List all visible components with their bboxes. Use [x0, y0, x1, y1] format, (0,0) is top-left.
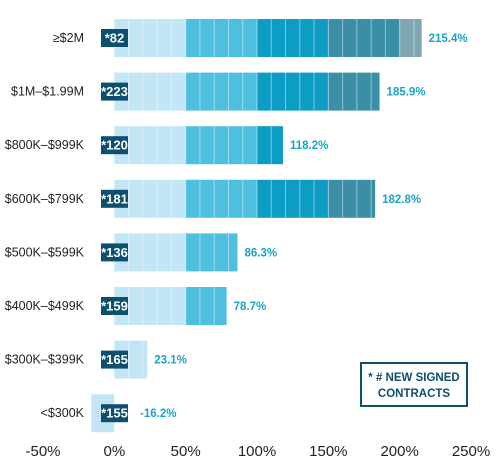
count-label: *223: [101, 84, 128, 99]
count-badge: [101, 29, 128, 47]
x-tick-label: 250%: [452, 443, 490, 460]
bar-segment: [257, 72, 329, 111]
bar-segment: [257, 126, 283, 165]
legend: * # NEW SIGNED CONTRACTS: [360, 362, 468, 407]
bar-segment: [328, 179, 376, 218]
bar-segment: [185, 179, 257, 218]
x-tick-label: 200%: [380, 443, 418, 460]
value-label: 78.7%: [234, 301, 267, 313]
x-tick-label: -50%: [25, 443, 60, 460]
bar-segment: [185, 233, 238, 272]
category-label: $500K–$599K: [5, 245, 85, 259]
count-label: *82: [105, 31, 125, 46]
value-label: 182.8%: [382, 194, 421, 206]
x-tick-label: 50%: [171, 443, 201, 460]
count-badge: [101, 189, 128, 208]
count-label: *159: [101, 299, 128, 314]
value-label: 118.2%: [290, 140, 328, 152]
category-label: $1M–$1.99M: [11, 85, 84, 99]
count-badge: [101, 243, 128, 262]
category-labels: ≥$2M $1M–$1.99M $800K–$999K $600K–$799K $500…: [5, 31, 85, 420]
count-badge: [101, 350, 128, 369]
count-label: *155: [101, 406, 128, 421]
category-label: $800K–$999K: [5, 138, 85, 152]
legend-box: [360, 362, 468, 407]
value-label: 23.1%: [154, 355, 187, 367]
category-label: $300K–$399K: [5, 353, 85, 367]
legend-line1: * # NEW SIGNED: [368, 372, 459, 384]
bar-segment: [185, 19, 257, 57]
category-label: ≥$2M: [53, 31, 84, 45]
x-tick-label: 0%: [103, 443, 125, 460]
count-badge: [101, 297, 128, 315]
value-label: -16.2%: [140, 408, 176, 420]
bar-segment: [399, 19, 422, 57]
bar-segment: [185, 287, 227, 325]
x-tick-label: 150%: [309, 443, 347, 460]
bar-segment: [185, 72, 257, 111]
legend-line2: CONTRACTS: [378, 388, 451, 400]
x-tick-label: 100%: [238, 443, 276, 460]
value-labels: 215.4% 185.9% 118.2% 182.8% 86.3% 78.7% 23.1% -…: [140, 33, 468, 420]
count-label: *136: [101, 245, 128, 260]
value-label: 215.4%: [429, 33, 468, 45]
count-label: *165: [101, 352, 128, 367]
bar-segment: [328, 72, 380, 111]
value-label: 185.9%: [387, 87, 426, 99]
count-label: *120: [101, 138, 128, 153]
value-label: 86.3%: [244, 247, 277, 259]
count-badge: [101, 136, 128, 155]
bar-segment: [328, 19, 400, 57]
category-label: <$300K: [41, 406, 85, 420]
count-badge: [101, 82, 128, 101]
count-badge: [101, 404, 128, 423]
count-badges: *82 *223 *120 *181 *136 *159 *165 *155: [101, 29, 128, 423]
count-label: *181: [101, 191, 128, 206]
bar-segment: [257, 19, 329, 57]
x-axis-ticks: -50% 0% 50% 100% 150% 200% 250%: [25, 443, 490, 460]
category-label: $400K–$499K: [5, 299, 85, 313]
bar-segment: [257, 179, 329, 218]
bars-layer: [91, 19, 422, 433]
category-label: $600K–$799K: [5, 192, 85, 206]
bar-segment: [185, 126, 257, 165]
